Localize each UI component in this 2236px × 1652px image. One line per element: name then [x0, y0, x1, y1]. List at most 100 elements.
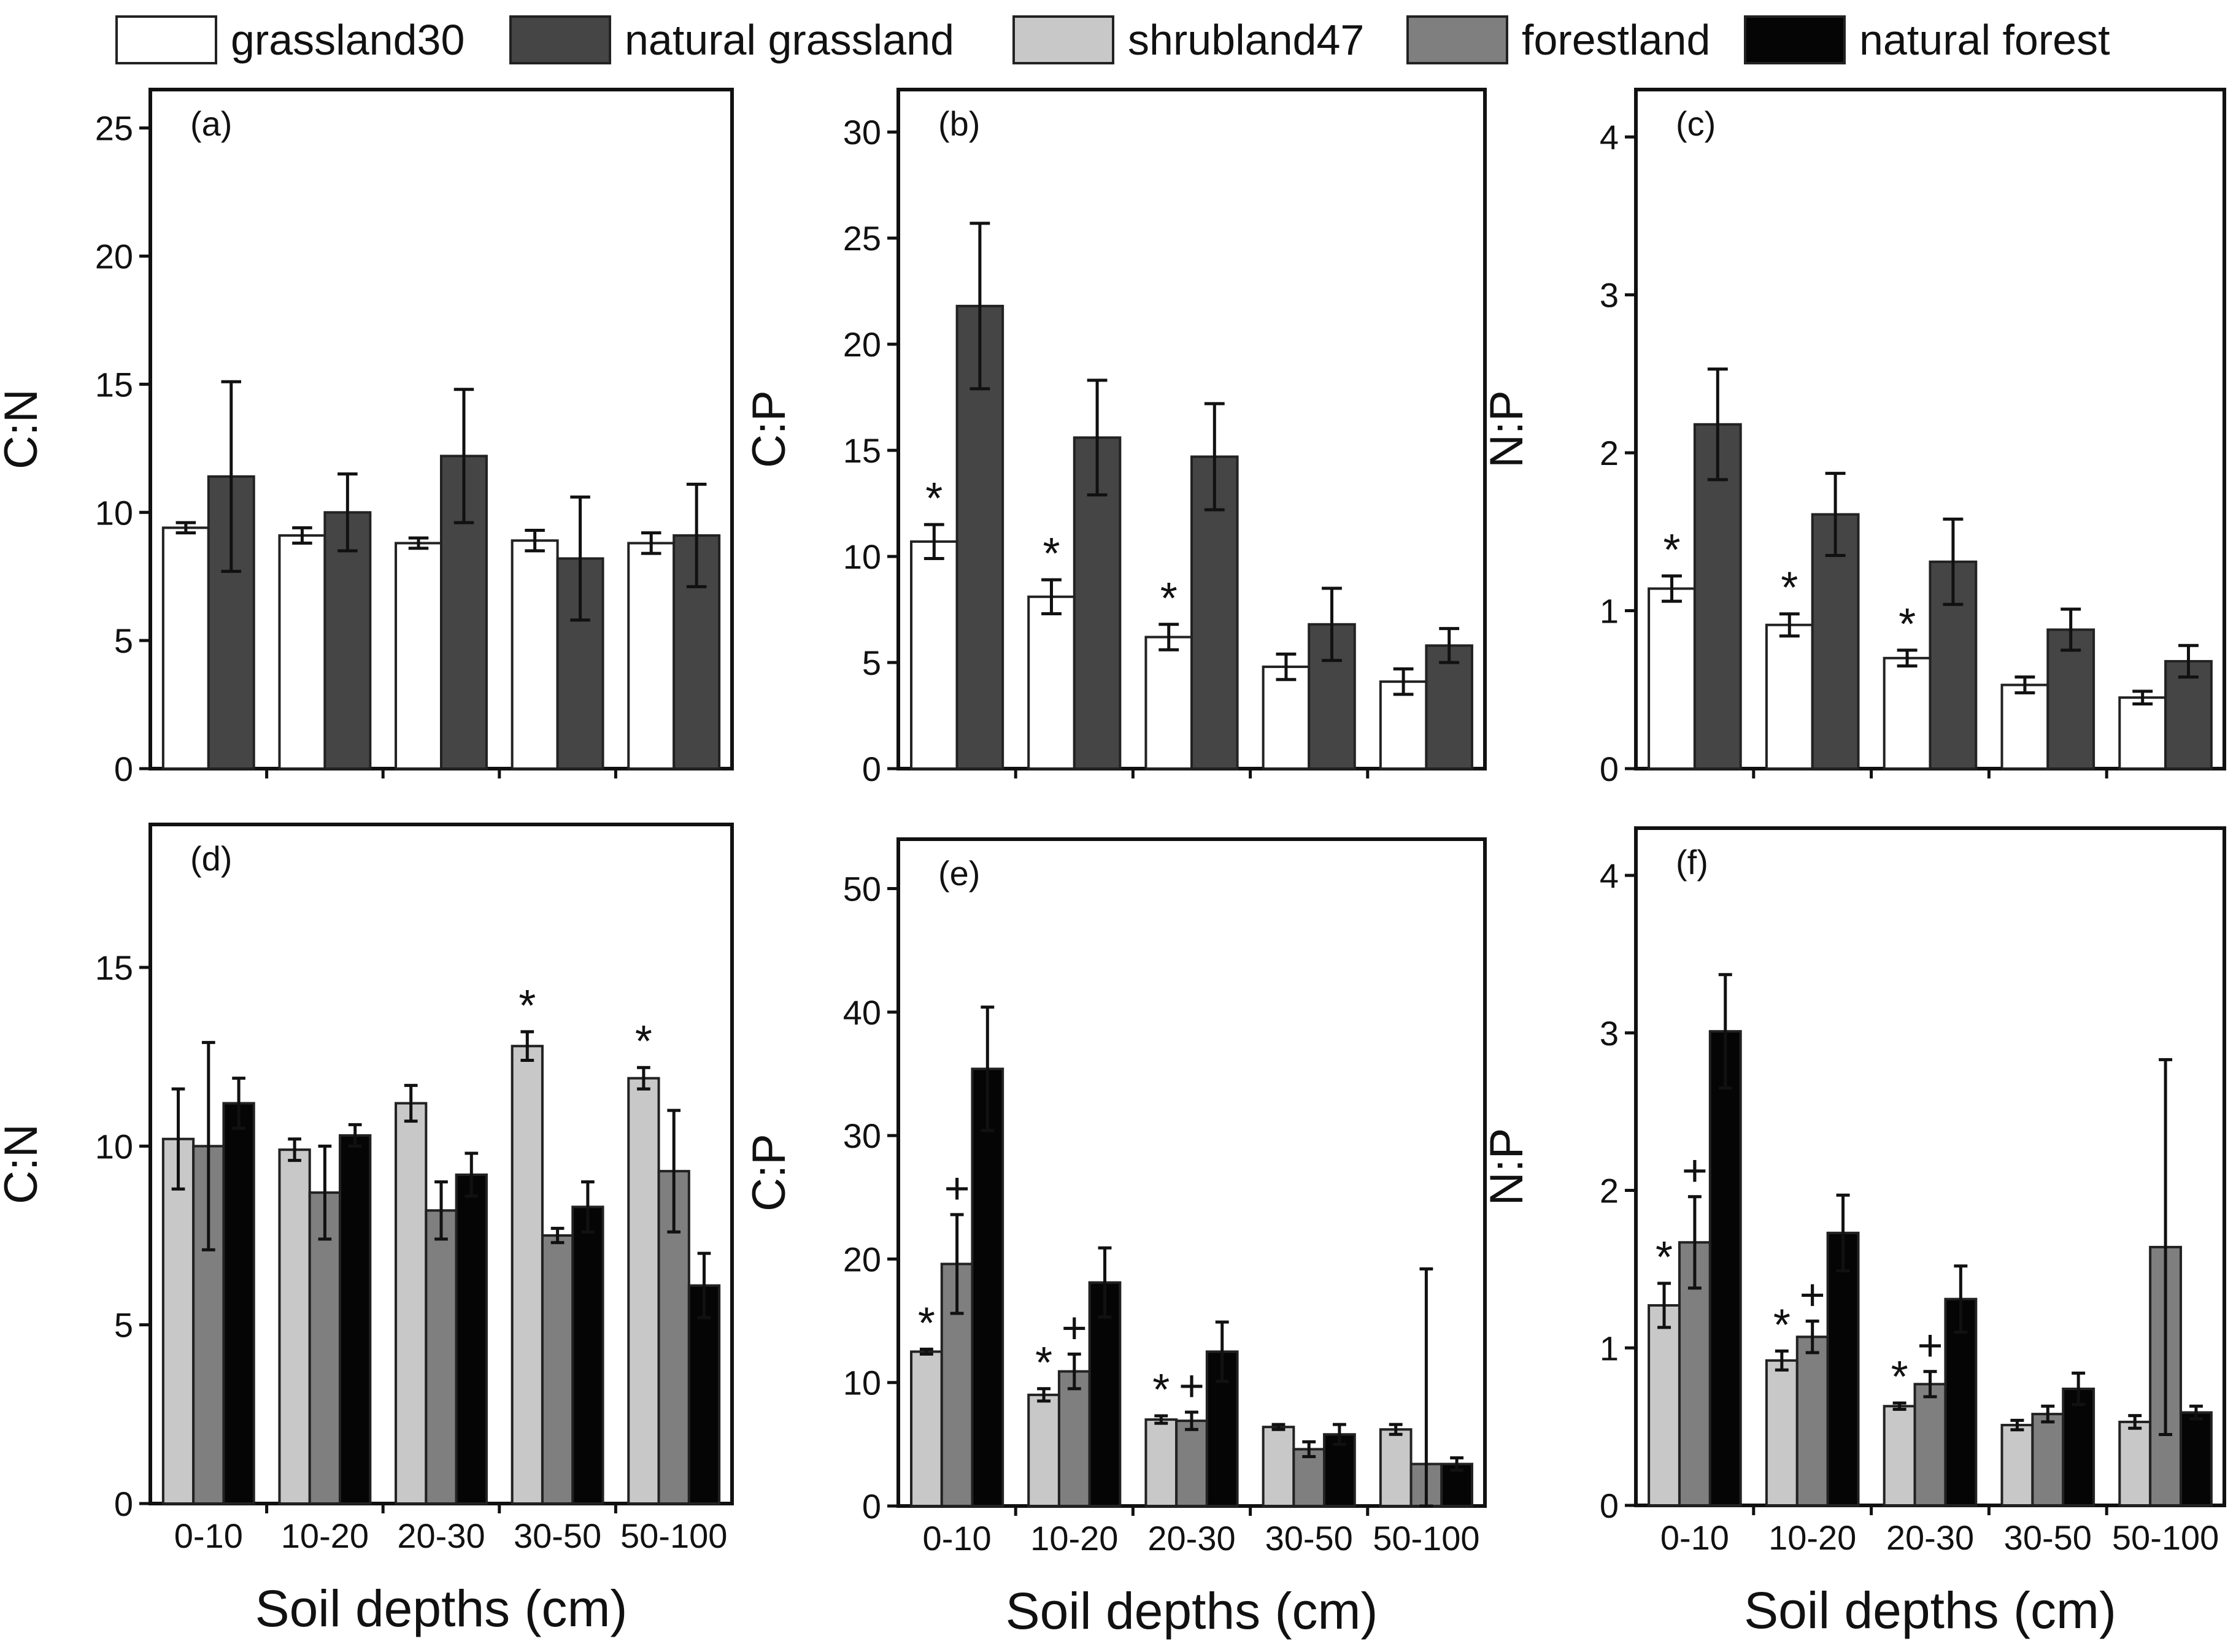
bar	[1708, 1030, 1742, 1507]
x-tick-label: 30-50	[514, 1516, 601, 1555]
significance-marker-asterisk: *	[1160, 574, 1178, 623]
chart-panel-4: 0 5 10 15 * * 0-10 10-20 20-30 30-50 50-100 (d) C:N S…	[0, 823, 734, 1637]
bar	[323, 511, 372, 770]
significance-marker-asterisk: *	[1152, 1366, 1170, 1415]
bar	[1883, 1405, 1916, 1507]
chart-panel-1: 0 5 10 15 20 25 (a) C:N	[0, 88, 734, 788]
bar	[1027, 1393, 1060, 1507]
x-tick-label: 10-20	[1768, 1518, 1856, 1557]
legend-swatch	[509, 15, 611, 64]
bar	[1765, 1359, 1798, 1507]
bar	[627, 1077, 660, 1505]
bar	[971, 1067, 1004, 1507]
legend-item-shrubland47: shrubland47	[1012, 13, 1364, 66]
legend-item-forestland: forestland	[1406, 13, 1710, 66]
significance-marker-asterisk: *	[1656, 1233, 1673, 1282]
bar	[278, 534, 326, 770]
significance-marker-asterisk: *	[1781, 564, 1798, 613]
y-axis-label: C:N	[0, 389, 47, 469]
y-axis-label: C:P	[743, 1134, 795, 1212]
y-tick-label: 20	[843, 1240, 881, 1278]
bar	[2062, 1388, 2095, 1507]
bar	[161, 1137, 195, 1505]
y-tick-label: 10	[843, 1364, 881, 1402]
y-tick-label: 5	[114, 621, 133, 660]
bar	[910, 540, 958, 770]
significance-marker-plus: +	[944, 1164, 970, 1213]
x-axis-label: Soil depths (cm)	[255, 1580, 628, 1637]
panel-label: (a)	[190, 104, 232, 143]
bar	[222, 1102, 255, 1505]
bar	[1057, 1370, 1091, 1508]
bar	[1826, 1231, 1860, 1507]
bar	[1648, 1304, 1681, 1507]
bar	[1883, 656, 1932, 770]
bar	[1379, 1428, 1413, 1507]
x-tick-label: 30-50	[1265, 1519, 1353, 1558]
y-tick-label: 40	[843, 993, 881, 1032]
bar	[1262, 665, 1311, 770]
bar	[161, 526, 210, 770]
x-tick-label: 20-30	[1886, 1518, 1974, 1557]
y-axis-label: N:P	[1481, 1128, 1533, 1206]
significance-marker-asterisk: *	[1773, 1300, 1791, 1350]
bar	[1693, 423, 1742, 770]
y-tick-label: 4	[1600, 118, 1619, 156]
y-tick-label: 0	[862, 750, 881, 788]
y-tick-label: 25	[95, 109, 133, 148]
y-tick-label: 10	[95, 493, 133, 532]
y-tick-label: 3	[1600, 1014, 1619, 1053]
bar	[395, 542, 443, 770]
bar	[1913, 1383, 1947, 1507]
bar	[1262, 1426, 1295, 1508]
x-tick-label: 30-50	[2004, 1518, 2092, 1557]
bar	[1088, 1281, 1122, 1508]
legend: grassland30 natural grassland shrubland47 f…	[0, 0, 2236, 80]
y-tick-label: 10	[95, 1127, 133, 1166]
x-tick-label: 10-20	[281, 1516, 369, 1555]
y-tick-label: 0	[862, 1487, 881, 1526]
significance-marker-asterisk: *	[1663, 526, 1680, 575]
legend-item-grassland30: grassland30	[115, 13, 465, 66]
bar	[910, 1350, 943, 1508]
bar	[2118, 696, 2167, 770]
y-tick-label: 25	[843, 219, 881, 258]
bar	[1795, 1335, 1829, 1507]
legend-item-natural-forest: natural forest	[1744, 13, 2110, 66]
y-tick-label: 50	[843, 870, 881, 909]
bar	[1379, 680, 1428, 770]
x-tick-label: 50-100	[620, 1516, 727, 1555]
x-tick-label: 0-10	[174, 1516, 243, 1555]
panel-label: (b)	[938, 104, 980, 143]
bar	[455, 1173, 488, 1505]
bar	[511, 1045, 544, 1505]
bar	[395, 1102, 428, 1505]
y-tick-label: 0	[1600, 1486, 1619, 1525]
y-tick-label: 30	[843, 113, 881, 152]
significance-marker-plus: +	[1800, 1271, 1825, 1320]
y-axis-label: C:N	[0, 1124, 47, 1204]
significance-marker-plus: +	[1682, 1147, 1708, 1196]
bar	[687, 1284, 721, 1505]
legend-label: forestland	[1522, 16, 1711, 64]
panel-label: (f)	[1676, 843, 1708, 882]
bar	[1323, 1433, 1356, 1507]
bar	[2118, 1420, 2152, 1507]
bar	[2000, 683, 2049, 770]
bar	[1175, 1420, 1208, 1507]
significance-marker-asterisk: *	[918, 1299, 935, 1348]
x-axis-label: Soil depths (cm)	[1006, 1582, 1378, 1640]
bar	[511, 539, 559, 770]
bar	[1648, 587, 1696, 770]
legend-swatch	[1012, 15, 1114, 64]
bar	[541, 1234, 574, 1505]
legend-label: grassland30	[231, 16, 465, 64]
y-tick-label: 30	[843, 1116, 881, 1155]
significance-marker-asterisk: *	[925, 474, 943, 523]
bar	[278, 1148, 311, 1505]
significance-marker-asterisk: *	[1035, 1339, 1052, 1388]
bar	[571, 1205, 604, 1505]
bar	[1765, 623, 1814, 770]
